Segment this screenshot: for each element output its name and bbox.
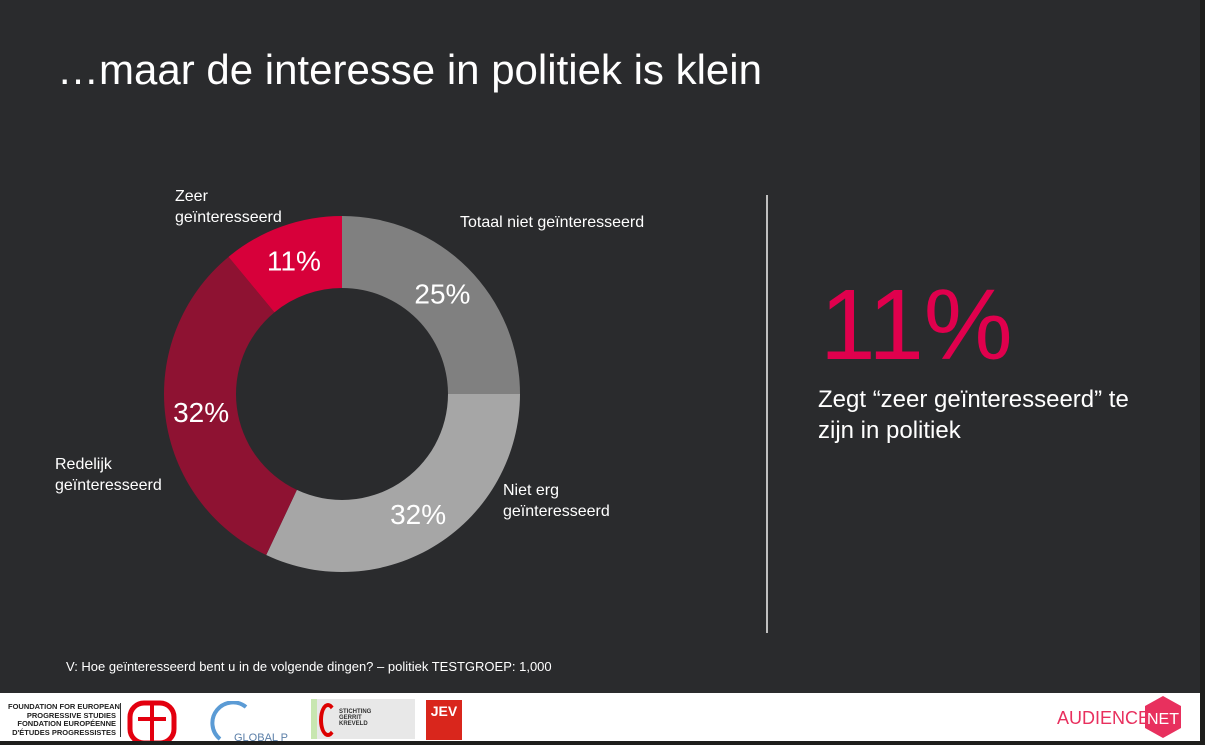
- label-line: geïnteresseerd: [55, 477, 162, 494]
- donut-chart: 25% 32% 32% 11%: [163, 216, 520, 572]
- label-line: Redelijk: [55, 456, 112, 473]
- donut-slice-3: [228, 216, 342, 313]
- slide-title: …maar de interesse in politiek is klein: [57, 46, 762, 93]
- global-progress-text: GLOBAL PROGRESS: [234, 732, 288, 741]
- divider: [766, 195, 768, 633]
- donut-slice-1: [266, 394, 520, 572]
- feps-line: FOUNDATION FOR EUROPEAN: [8, 702, 120, 711]
- highlight-value: 11%: [820, 269, 1013, 381]
- label-zeer: Zeer geïnteresseerd: [175, 186, 282, 228]
- data-label-0: 25%: [414, 279, 470, 310]
- donut-slice-2: [163, 256, 297, 556]
- label-line: Niet erg: [503, 482, 560, 499]
- global-progress-logo: GLOBAL PROGRESS: [210, 701, 288, 741]
- data-label-3: 11%: [267, 245, 321, 276]
- question-footnote: V: Hoe geïnteresseerd bent u in de volge…: [66, 659, 552, 674]
- feps-line: PROGRESSIVE STUDIES: [26, 710, 116, 720]
- label-redelijk: Redelijk geïnteresseerd: [55, 454, 162, 496]
- logo-footer: FOUNDATION FOR EUROPEAN PROGRESSIVE STUD…: [0, 693, 1200, 741]
- label-line: Zeer: [175, 188, 208, 205]
- feps-logo-icon: [127, 700, 177, 741]
- audiencenet-logo-hex: NET: [1145, 696, 1181, 738]
- label-line: geïnteresseerd: [503, 503, 610, 520]
- feps-line: FONDATION EUROPÉENNE: [17, 719, 116, 728]
- label-line: geïnteresseerd: [175, 209, 282, 226]
- label-niet-erg: Niet erg geïnteresseerd: [503, 480, 610, 522]
- feps-line: D'ÉTUDES PROGRESSISTES: [12, 727, 116, 737]
- stichting-logo: STICHTING GERRIT KREVELD: [311, 699, 415, 739]
- stichting-text: STICHTING GERRIT KREVELD: [339, 709, 372, 727]
- data-label-2: 32%: [173, 397, 229, 428]
- data-label-1: 32%: [390, 499, 446, 530]
- highlight-text: Zegt “zeer geïnteresseerd” te zijn in po…: [818, 386, 1129, 444]
- audiencenet-logo-text: AUDIENCE: [1057, 708, 1151, 728]
- donut-slice-0: [342, 216, 520, 394]
- feps-divider: [120, 703, 121, 737]
- label-totaal: Totaal niet geïnteresseerd: [460, 214, 645, 231]
- feps-logo-text: FOUNDATION FOR EUROPEAN PROGRESSIVE STUD…: [8, 702, 120, 737]
- stichting-s-icon: [319, 703, 337, 737]
- audiencenet-net-text: NET: [1147, 711, 1179, 728]
- jev-logo: JEV: [426, 700, 462, 740]
